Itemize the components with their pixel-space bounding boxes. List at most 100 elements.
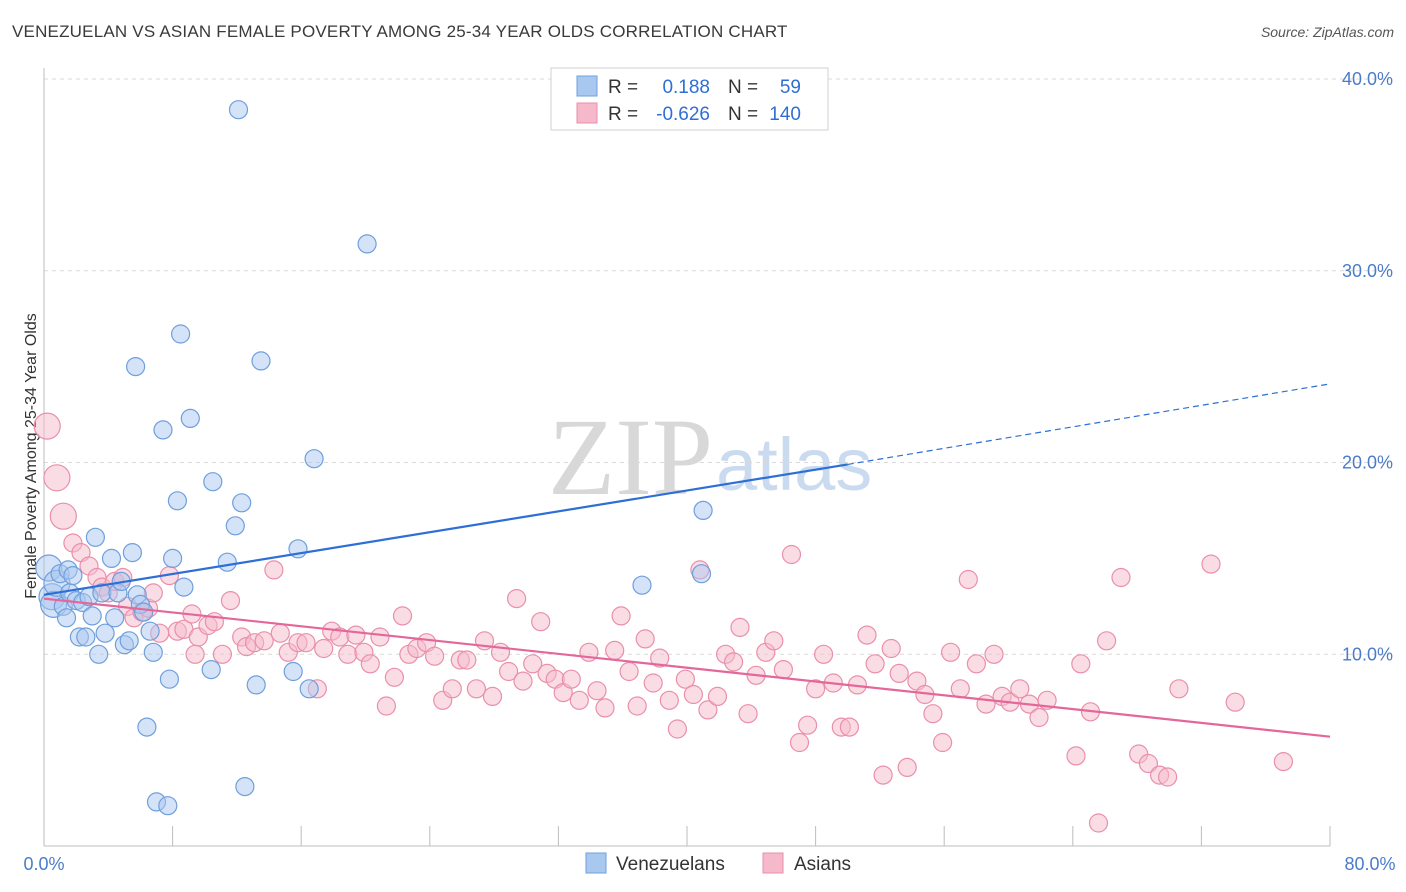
venezuelan-trend-line <box>43 463 848 596</box>
venezuelan-point <box>119 631 139 651</box>
x-tick-label-min: 0.0% <box>23 854 64 874</box>
venezuelan-point <box>101 548 122 569</box>
asian-point <box>667 719 688 739</box>
venezuelan-point <box>693 500 713 520</box>
venezuelan-point <box>228 100 249 120</box>
y-axis-label: Female Poverty Among 25-34 Year Olds <box>23 313 40 599</box>
bottom-legend-asians-swatch[interactable] <box>762 852 784 874</box>
asian-point <box>1225 692 1245 712</box>
asian-point <box>1096 631 1117 651</box>
asian-point <box>940 642 961 662</box>
asian-point <box>813 644 834 664</box>
asian-point <box>531 612 551 632</box>
asian-point <box>650 648 670 668</box>
asian-point <box>457 650 477 670</box>
asian-point <box>482 686 503 707</box>
asian-point <box>595 698 615 718</box>
asian-point <box>523 654 543 674</box>
asian-point <box>865 654 885 674</box>
legend-asians-r-label: R = <box>608 104 638 125</box>
asian-point <box>1201 554 1221 574</box>
venezuelan-point <box>76 627 96 647</box>
asian-point <box>723 652 744 672</box>
venezuelan-point <box>235 776 255 797</box>
bottom-legend-venezuelans-label[interactable]: Venezuelans <box>616 854 725 875</box>
venezuelan-point <box>299 679 319 699</box>
asian-point <box>897 757 917 778</box>
asian-point <box>346 625 366 645</box>
asian-point <box>958 569 978 590</box>
venezuelan-point <box>89 644 109 664</box>
venezuelan-point <box>304 449 324 469</box>
venezuelan-point <box>126 357 146 377</box>
asian-point <box>49 502 77 530</box>
asian-point <box>466 679 486 699</box>
legend-asians-n-label: N = <box>728 104 758 125</box>
asian-point <box>773 659 794 680</box>
asian-point <box>923 704 943 724</box>
asian-point <box>1157 767 1178 787</box>
bottom-legend-asians-label[interactable]: Asians <box>794 854 851 875</box>
asian-point <box>698 700 718 720</box>
asian-point <box>966 654 987 674</box>
asian-point <box>984 644 1004 664</box>
asian-point <box>314 638 334 659</box>
asian-point <box>781 544 802 565</box>
asian-point <box>1138 753 1159 774</box>
trend-lines <box>43 383 1331 738</box>
y-tick-label-30: 30.0% <box>1342 261 1393 281</box>
legend-venezuelans-r-label: R = <box>608 77 638 98</box>
asian-point <box>839 717 860 737</box>
venezuelan-point <box>143 642 163 662</box>
venezuelan-point <box>167 491 187 511</box>
venezuelan-point <box>174 577 194 597</box>
asian-point <box>857 625 877 645</box>
asian-point <box>797 715 818 735</box>
asian-point <box>611 606 631 626</box>
asian-trend-line <box>43 597 1331 738</box>
legend-asians-swatch <box>576 102 598 124</box>
asian-point <box>605 640 625 661</box>
venezuelan-point <box>140 621 160 641</box>
legend-venezuelans-n-label: N = <box>728 77 758 98</box>
asian-point <box>1169 679 1189 699</box>
asian-point <box>789 732 810 753</box>
legend-asians-n-value: 140 <box>769 104 801 125</box>
venezuelan-point <box>357 234 377 254</box>
asian-point <box>619 661 639 682</box>
asian-point <box>212 644 232 664</box>
venezuelan-point <box>137 717 157 737</box>
axis-layer <box>43 68 1330 847</box>
venezuelan-point <box>203 472 223 492</box>
legend-venezuelans-r-value: 0.188 <box>662 77 710 98</box>
venezuelan-point <box>251 351 271 371</box>
series-venezuelans-points <box>35 100 713 816</box>
asian-point <box>643 673 663 693</box>
venezuelan-point <box>122 542 142 563</box>
venezuelan-point <box>105 608 125 628</box>
asian-point <box>264 560 284 580</box>
asian-point <box>506 588 527 609</box>
bottom-legend-venezuelans-swatch[interactable] <box>585 852 607 874</box>
venezuelan-point <box>180 408 200 428</box>
asian-point <box>675 669 696 689</box>
correlation-legend: R = 0.188 N = 59 R = -0.626 N = 140 <box>550 67 829 131</box>
asian-point <box>1066 746 1086 766</box>
asian-point <box>254 631 274 651</box>
asian-point <box>425 646 445 666</box>
venezuelan-point <box>225 516 245 536</box>
asian-point <box>881 638 901 659</box>
source-label[interactable]: Source: ZipAtlas.com <box>1260 24 1394 40</box>
venezuelan-point <box>201 659 221 680</box>
asian-point <box>569 690 589 710</box>
asian-point <box>376 696 396 716</box>
asian-point <box>1088 813 1109 833</box>
venezuelan-point <box>56 608 77 628</box>
asian-point <box>764 631 784 651</box>
series-legend: Venezuelans Asians <box>585 852 851 875</box>
asian-point <box>561 669 581 689</box>
asian-point <box>889 663 909 684</box>
asian-point <box>587 681 607 701</box>
asian-point <box>384 667 404 687</box>
